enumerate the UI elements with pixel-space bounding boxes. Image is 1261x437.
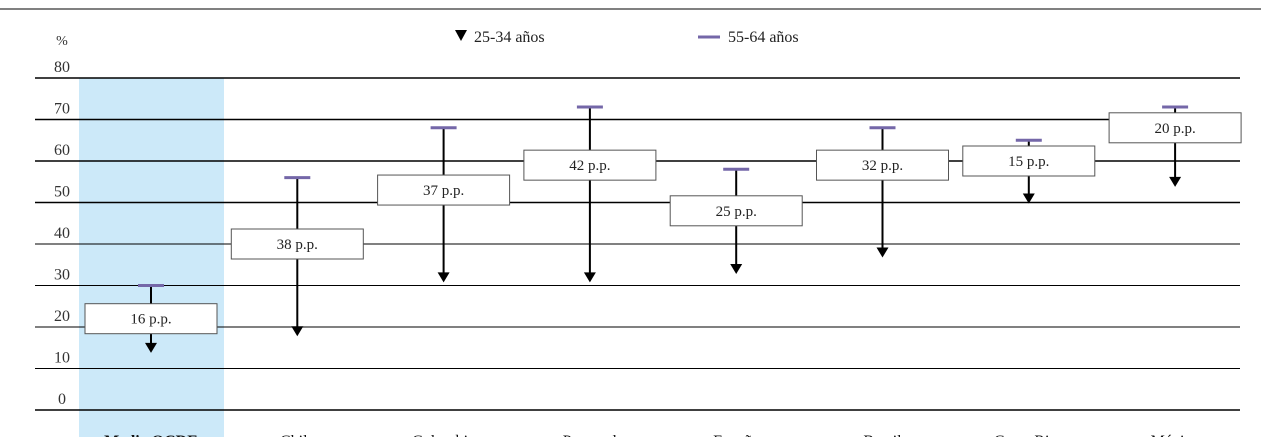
x-category-label: Portugal bbox=[563, 433, 618, 437]
x-category-label: Colombia bbox=[412, 433, 475, 437]
legend-label-55-64: 55-64 años bbox=[728, 29, 799, 46]
y-tick-label: 10 bbox=[54, 350, 70, 367]
difference-label-box bbox=[1108, 112, 1242, 144]
point-25-34 bbox=[1169, 176, 1182, 187]
y-tick-label: 70 bbox=[54, 101, 70, 118]
point-25-34 bbox=[437, 272, 450, 283]
difference-label-box bbox=[962, 145, 1096, 177]
y-tick-label: 30 bbox=[54, 267, 70, 284]
difference-label: 42 p.p. bbox=[569, 158, 610, 174]
difference-label-box bbox=[377, 174, 511, 206]
legend-label-25-34: 25-34 años bbox=[474, 29, 545, 46]
highlight-band bbox=[79, 78, 224, 437]
difference-label-box bbox=[84, 303, 218, 335]
x-category-label: Costa Rica bbox=[994, 433, 1064, 437]
x-category-label: Media OCDE bbox=[104, 433, 198, 437]
y-axis-ticks: 0 10 20 30 40 50 60 70 80 bbox=[54, 59, 70, 408]
difference-label-box bbox=[523, 149, 657, 181]
y-tick-label: 60 bbox=[54, 142, 70, 159]
legend: 25-34 años 55-64 años bbox=[455, 29, 799, 46]
point-25-34 bbox=[291, 326, 304, 337]
x-category-label: México bbox=[1151, 433, 1200, 437]
y-tick-label: 0 bbox=[58, 391, 66, 408]
difference-label: 15 p.p. bbox=[1008, 154, 1049, 170]
difference-label: 32 p.p. bbox=[862, 158, 903, 174]
chart-marks: 16 p.p. 38 p.p. 37 p.p. 42 p.p. 25 p.p. 32 p.… bbox=[84, 105, 1242, 353]
x-category-label: Brasil bbox=[863, 433, 902, 437]
x-category-label: España bbox=[713, 433, 759, 437]
point-25-34 bbox=[145, 342, 157, 353]
y-unit-label: % bbox=[56, 34, 68, 49]
difference-label: 20 p.p. bbox=[1154, 121, 1195, 137]
y-tick-label: 20 bbox=[54, 308, 70, 325]
point-25-34 bbox=[1022, 193, 1035, 204]
point-25-34 bbox=[583, 272, 596, 283]
difference-label: 16 p.p. bbox=[130, 312, 171, 328]
difference-label-box bbox=[669, 195, 803, 227]
x-axis-categories: Media OCDE Chile Colombia Portugal España Bra… bbox=[104, 433, 1199, 437]
point-25-34 bbox=[730, 264, 743, 275]
difference-label-box bbox=[816, 149, 949, 181]
y-tick-label: 40 bbox=[54, 225, 70, 242]
y-tick-label: 80 bbox=[54, 59, 70, 76]
difference-label: 38 p.p. bbox=[277, 237, 318, 253]
point-25-34 bbox=[876, 247, 889, 258]
difference-label: 37 p.p. bbox=[423, 183, 464, 199]
difference-label: 25 p.p. bbox=[716, 204, 757, 220]
highlight-band-rect bbox=[79, 78, 224, 437]
y-tick-label: 50 bbox=[54, 184, 70, 201]
difference-label-box bbox=[230, 228, 364, 260]
legend-triangle-marker bbox=[455, 30, 467, 41]
x-category-label: Chile bbox=[280, 433, 315, 437]
